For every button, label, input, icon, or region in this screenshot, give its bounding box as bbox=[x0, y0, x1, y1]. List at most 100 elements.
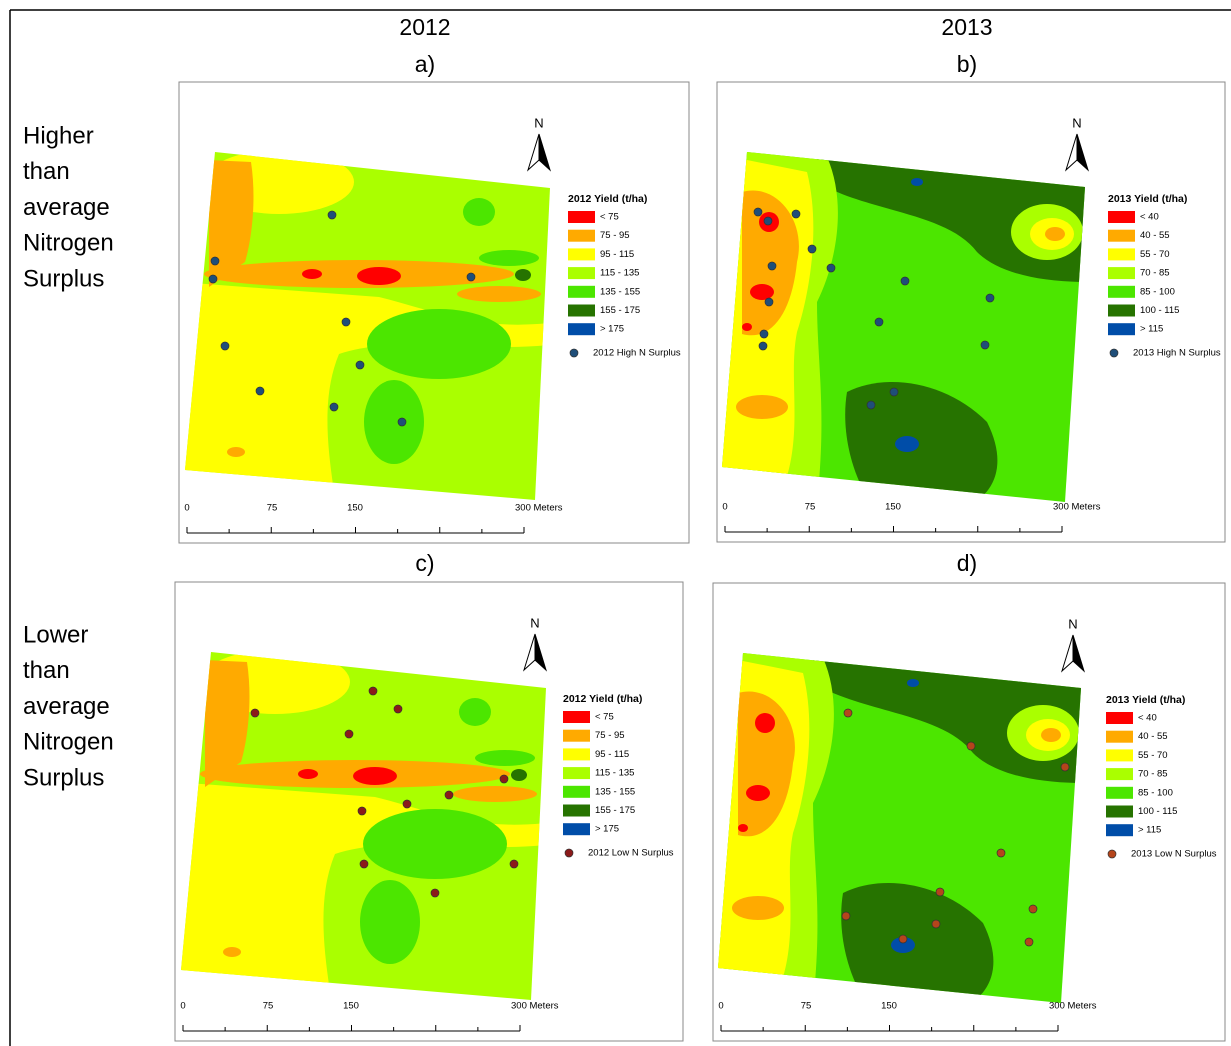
scale-label: 75 bbox=[267, 503, 278, 514]
legend-swatch bbox=[1108, 286, 1135, 298]
row-header: average bbox=[23, 693, 110, 720]
legend-swatch bbox=[568, 323, 595, 335]
sample-point bbox=[342, 318, 350, 326]
sample-point bbox=[867, 401, 875, 409]
scale-label: 0 bbox=[180, 1001, 185, 1012]
legend-label: 40 - 55 bbox=[1138, 731, 1168, 742]
sample-point bbox=[358, 807, 366, 815]
legend-label: 2013 Low N Surplus bbox=[1131, 849, 1217, 860]
panel-label: a) bbox=[415, 51, 435, 77]
scale-label: 300 Meters bbox=[1049, 1001, 1097, 1012]
legend-label: 70 - 85 bbox=[1140, 268, 1170, 279]
sample-point bbox=[936, 888, 944, 896]
sample-point bbox=[890, 388, 898, 396]
legend-point bbox=[1110, 349, 1118, 357]
row-header: Surplus bbox=[23, 765, 104, 792]
legend-swatch bbox=[1106, 787, 1133, 799]
legend-label: 155 - 175 bbox=[600, 305, 640, 316]
legend-swatch bbox=[568, 230, 595, 242]
sample-point bbox=[827, 264, 835, 272]
legend-swatch bbox=[1108, 211, 1135, 223]
legend-swatch bbox=[1106, 806, 1133, 818]
row-header: than bbox=[23, 158, 70, 185]
legend-label: 70 - 85 bbox=[1138, 769, 1168, 780]
scale-label: 300 Meters bbox=[515, 503, 563, 514]
legend-label: 115 - 135 bbox=[595, 768, 634, 779]
legend-swatch bbox=[563, 748, 590, 760]
sample-point bbox=[967, 742, 975, 750]
sample-point bbox=[500, 775, 508, 783]
column-header: 2012 bbox=[399, 14, 450, 40]
legend-point bbox=[1108, 850, 1116, 858]
row-header: Surplus bbox=[23, 266, 104, 293]
legend-swatch bbox=[568, 248, 595, 260]
sample-point bbox=[1025, 938, 1033, 946]
legend-swatch bbox=[1108, 323, 1135, 335]
legend-label: 115 - 135 bbox=[600, 268, 639, 279]
sample-point bbox=[345, 730, 353, 738]
sample-point bbox=[256, 387, 264, 395]
column-header: 2013 bbox=[941, 14, 992, 40]
sample-point bbox=[997, 849, 1005, 857]
legend-label: 135 - 155 bbox=[600, 286, 640, 297]
figure: 2012 2013 Higher than average Nitrogen Surpl… bbox=[0, 0, 1231, 1046]
legend-title: 2012 Yield (t/ha) bbox=[568, 193, 647, 205]
scale-label: 150 bbox=[347, 503, 363, 514]
north-label: N bbox=[534, 115, 543, 130]
sample-point bbox=[328, 211, 336, 219]
scale-label: 150 bbox=[343, 1001, 359, 1012]
legend-label: 85 - 100 bbox=[1138, 787, 1173, 798]
row-header: average bbox=[23, 194, 110, 221]
legend-label: > 175 bbox=[600, 324, 624, 335]
sample-point bbox=[369, 687, 377, 695]
sample-point bbox=[986, 294, 994, 302]
legend-point bbox=[565, 849, 573, 857]
legend-point bbox=[570, 349, 578, 357]
legend-swatch bbox=[563, 730, 590, 742]
row-header: than bbox=[23, 657, 70, 684]
legend-swatch bbox=[1108, 267, 1135, 279]
north-label: N bbox=[1068, 616, 1077, 631]
legend-label: 2012 High N Surplus bbox=[593, 348, 681, 359]
scale-label: 150 bbox=[881, 1001, 897, 1012]
scale-label: 300 Meters bbox=[1053, 502, 1101, 513]
legend-label: < 40 bbox=[1140, 212, 1159, 223]
sample-point bbox=[899, 935, 907, 943]
row-header: Nitrogen bbox=[23, 230, 114, 257]
sample-point bbox=[901, 277, 909, 285]
legend-swatch bbox=[1108, 230, 1135, 242]
scale-label: 0 bbox=[718, 1001, 723, 1012]
map-panel: N 2012 Yield (t/ha) < 75 75 - 95 95 - 115 115… bbox=[179, 82, 689, 543]
row-header: Higher bbox=[23, 122, 94, 149]
sample-point bbox=[844, 709, 852, 717]
sample-point bbox=[759, 342, 767, 350]
legend-swatch bbox=[1106, 824, 1133, 836]
legend-label: 95 - 115 bbox=[600, 249, 634, 260]
legend-label: < 75 bbox=[600, 212, 619, 223]
legend-label: 95 - 115 bbox=[595, 749, 629, 760]
legend-swatch bbox=[568, 267, 595, 279]
legend-label: 2013 High N Surplus bbox=[1133, 348, 1221, 359]
sample-point bbox=[211, 257, 219, 265]
sample-point bbox=[875, 318, 883, 326]
sample-point bbox=[251, 709, 259, 717]
legend-swatch bbox=[1108, 305, 1135, 317]
sample-point bbox=[510, 860, 518, 868]
sample-point bbox=[467, 273, 475, 281]
sample-point bbox=[398, 418, 406, 426]
sample-point bbox=[445, 791, 453, 799]
legend-swatch bbox=[568, 211, 595, 223]
legend-label: < 75 bbox=[595, 712, 614, 723]
legend-label: 75 - 95 bbox=[595, 730, 625, 741]
legend-label: > 115 bbox=[1140, 324, 1163, 335]
legend-label: 100 - 115 bbox=[1138, 806, 1177, 817]
sample-point bbox=[330, 403, 338, 411]
legend-label: 75 - 95 bbox=[600, 230, 630, 241]
legend-swatch bbox=[563, 767, 590, 779]
sample-point bbox=[808, 245, 816, 253]
row-header: Nitrogen bbox=[23, 729, 114, 756]
row-header: Lower bbox=[23, 621, 88, 648]
legend-swatch bbox=[1106, 749, 1133, 761]
scale-label: 0 bbox=[184, 503, 189, 514]
